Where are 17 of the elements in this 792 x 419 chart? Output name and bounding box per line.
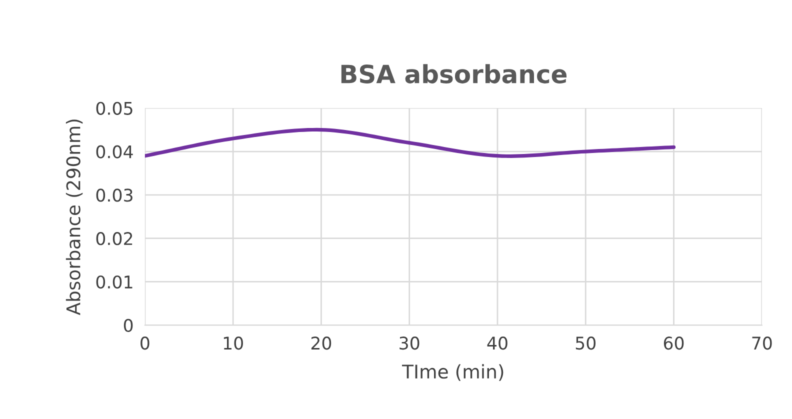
y-tick-label: 0.02 [96, 232, 132, 246]
x-tick-label: 40 [487, 336, 508, 350]
y-tick-label: 0.01 [96, 275, 132, 289]
x-tick-label: 50 [576, 336, 596, 350]
x-axis-title: TIme (min) [402, 364, 504, 381]
chart-title: BSA absorbance [341, 64, 567, 84]
x-tick-label: 60 [664, 336, 684, 350]
x-tick-label: 0 [140, 336, 150, 350]
x-tick-label: 30 [400, 336, 420, 350]
y-tick-label: 0.04 [96, 145, 133, 158]
x-tick-label: 10 [224, 336, 243, 350]
x-tick-label: 70 [752, 336, 772, 350]
y-axis-title: Absorbance (290nm) [66, 120, 83, 316]
x-tick-label: 20 [311, 336, 332, 350]
y-tick-label: 0.03 [96, 188, 132, 202]
y-tick-label: 0.05 [96, 102, 132, 115]
y-tick-label: 0 [124, 318, 133, 332]
